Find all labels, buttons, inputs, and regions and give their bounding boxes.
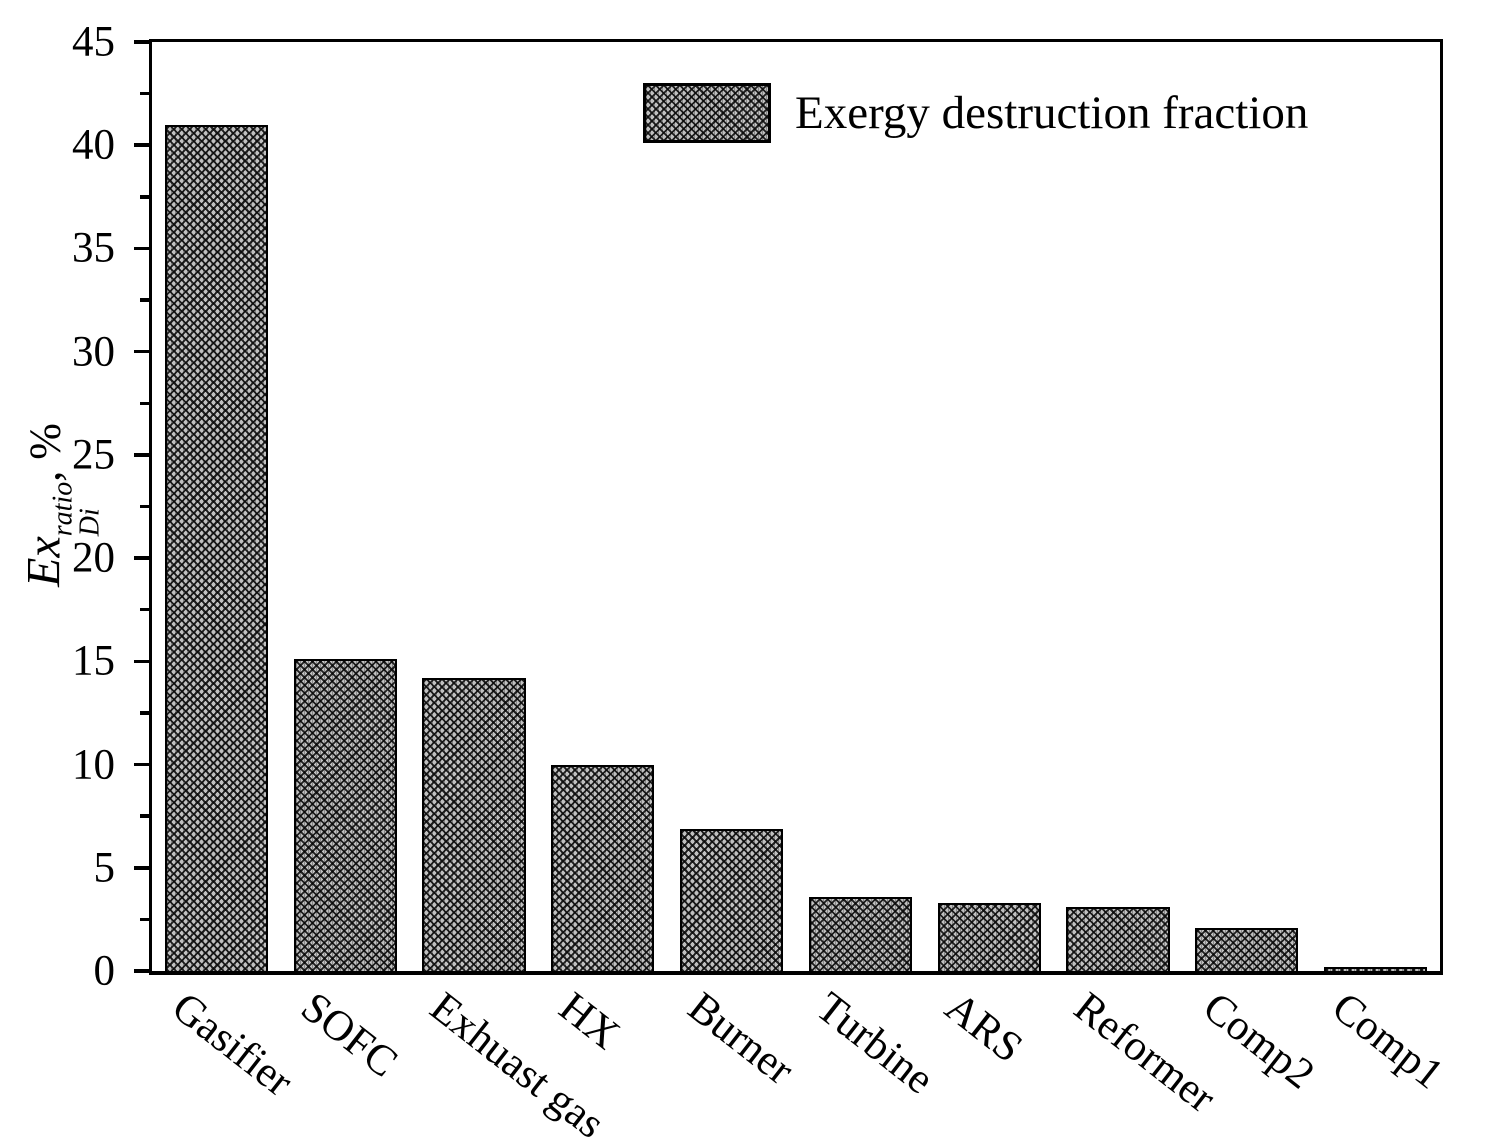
- y-minor-tick: [140, 195, 149, 199]
- y-major-tick: [134, 762, 149, 767]
- y-axis-label-subscript: Di: [74, 508, 105, 537]
- y-tick-label: 20: [72, 534, 115, 582]
- legend-label: Exergy destruction fraction: [795, 87, 1309, 139]
- bar-sofc: [293, 659, 397, 971]
- y-axis-label-scripts: ratio Di: [47, 481, 105, 537]
- x-tick-label-reformer: Reformer: [1065, 983, 1225, 1122]
- y-minor-tick: [140, 91, 149, 96]
- y-tick-label: 35: [72, 224, 115, 272]
- y-major-tick: [134, 659, 149, 664]
- y-major-tick: [134, 40, 149, 44]
- y-tick-label: 25: [72, 431, 115, 479]
- y-minor-tick: [140, 607, 149, 612]
- legend: Exergy destruction fraction: [643, 83, 1308, 143]
- x-tick-label-burner: Burner: [678, 983, 802, 1094]
- y-major-tick: [134, 143, 149, 147]
- x-tick-label-turbine: Turbine: [807, 983, 943, 1104]
- y-minor-tick: [140, 298, 149, 302]
- bar-comp1: [1324, 966, 1428, 971]
- legend-swatch: [643, 83, 771, 143]
- y-tick-label: 10: [72, 741, 115, 789]
- y-major-tick: [134, 866, 149, 870]
- y-tick-label: 30: [72, 328, 115, 376]
- y-major-tick: [134, 969, 149, 973]
- bar-burner: [680, 828, 784, 971]
- y-tick-label: 40: [72, 121, 115, 169]
- y-tick-label: 45: [72, 18, 115, 66]
- y-tick-label: 0: [93, 947, 116, 995]
- x-tick-label-hx: HX: [550, 983, 628, 1059]
- x-tick-label-ars: ARS: [936, 983, 1032, 1072]
- y-axis-label-superscript: ratio: [47, 481, 79, 537]
- y-minor-tick: [140, 814, 149, 818]
- y-tick-label: 15: [72, 637, 115, 685]
- y-minor-tick: [140, 917, 149, 922]
- y-major-tick: [134, 556, 149, 560]
- y-major-tick: [134, 349, 149, 354]
- bar-ars: [937, 902, 1041, 971]
- y-minor-tick: [140, 504, 149, 509]
- bar-reformer: [1066, 907, 1170, 971]
- bar-exhuast-gas: [422, 677, 526, 971]
- x-tick-label-sofc: SOFC: [292, 983, 407, 1087]
- x-tick-label-gasifier: Gasifier: [163, 983, 302, 1106]
- y-minor-tick: [140, 711, 149, 715]
- y-tick-label: 5: [93, 844, 116, 892]
- plot-area: 0 5 10 15 20 25 30 35 40 45 Gasifier SOFC Exhuast ga…: [72, 21, 1452, 1148]
- x-tick-label-comp1: Comp1: [1322, 983, 1452, 1099]
- bar-turbine: [808, 896, 912, 971]
- y-minor-tick: [140, 401, 149, 406]
- bar-hx: [551, 764, 655, 971]
- bar-comp2: [1195, 927, 1299, 971]
- bar-gasifier: [164, 124, 268, 971]
- y-major-tick: [134, 246, 149, 251]
- y-major-tick: [134, 453, 149, 457]
